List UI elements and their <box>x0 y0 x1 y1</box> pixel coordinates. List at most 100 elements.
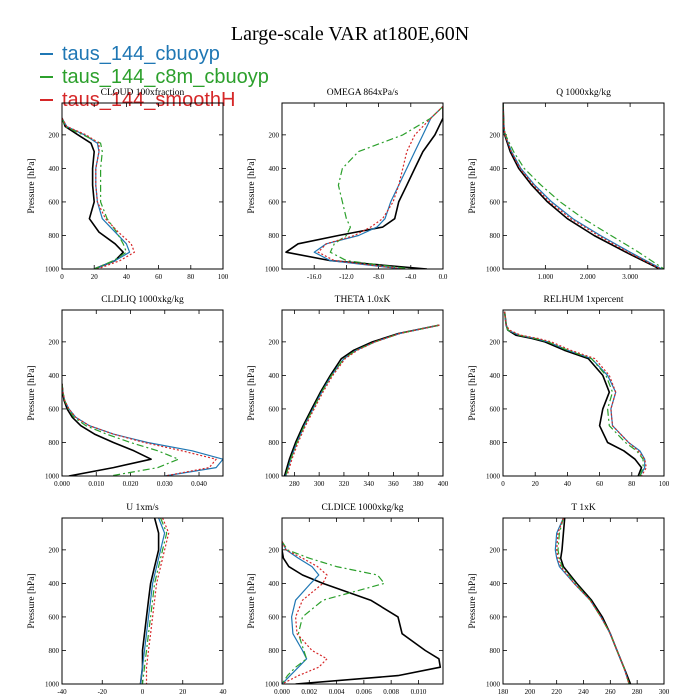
x-tick-label: 0.010 <box>88 480 104 488</box>
legend-label: taus_144_cbuoyp <box>62 43 220 65</box>
y-tick-label: 400 <box>490 165 501 173</box>
x-tick-label: 60 <box>596 480 604 488</box>
x-tick-label: 400 <box>438 480 449 488</box>
series-line-taus_144_cbuoyp <box>504 311 646 476</box>
y-tick-label: 1000 <box>486 681 501 689</box>
y-tick-label: 200 <box>269 338 280 346</box>
plot-frame <box>281 517 444 685</box>
series-line-reference <box>285 106 443 269</box>
x-tick-label: 380 <box>413 480 424 488</box>
y-axis-label: Pressure [hPa] <box>468 573 478 628</box>
legend: taus_144_cbuoyptaus_144_c8m_cbuoyptaus_1… <box>40 43 269 111</box>
series-line-taus_144_smoothH <box>62 117 135 269</box>
y-tick-label: 200 <box>269 546 280 554</box>
x-tick-label: 40 <box>123 273 131 281</box>
x-tick-label: 280 <box>632 688 643 696</box>
series-line-taus_144_c8m_cbuoyp <box>62 383 180 476</box>
y-tick-label: 1000 <box>486 473 501 481</box>
y-tick-label: 600 <box>269 405 280 413</box>
series-line-taus_144_smoothH <box>145 518 170 684</box>
x-tick-label: 0 <box>60 273 64 281</box>
panel-title: OMEGA 864xPa/s <box>327 88 399 98</box>
x-tick-label: -40 <box>57 688 67 696</box>
y-tick-label: 400 <box>269 372 280 380</box>
y-axis-label: Pressure [hPa] <box>247 365 257 420</box>
x-tick-label: 0 <box>501 480 505 488</box>
plot-frame <box>61 309 224 477</box>
x-tick-label: 100 <box>659 480 670 488</box>
x-tick-label: 60 <box>155 273 163 281</box>
y-tick-label: 600 <box>49 405 60 413</box>
x-tick-label: 300 <box>659 688 670 696</box>
y-tick-label: 800 <box>269 439 280 447</box>
plot-frame <box>502 102 665 270</box>
chart-panel: OMEGA 864xPa/s Pressure [hPa] 200 400 600 800… <box>247 88 448 281</box>
y-tick-label: 200 <box>269 131 280 139</box>
x-tick-label: 0.000 <box>54 480 70 488</box>
y-tick-label: 600 <box>269 613 280 621</box>
series-line-taus_144_c8m_cbuoyp <box>141 518 168 684</box>
y-tick-label: 1000 <box>45 266 60 274</box>
plot-frame <box>281 102 444 270</box>
y-tick-label: 1000 <box>45 473 60 481</box>
y-tick-label: 400 <box>49 372 60 380</box>
y-tick-label: 800 <box>49 439 60 447</box>
x-tick-label: -16.0 <box>307 273 322 281</box>
series-line-reference <box>282 541 442 684</box>
y-tick-label: 200 <box>49 546 60 554</box>
series-line-reference <box>503 103 661 269</box>
x-tick-label: 0.000 <box>274 688 290 696</box>
y-tick-label: 200 <box>490 338 501 346</box>
series-line-taus_144_cbuoyp <box>282 541 320 684</box>
x-tick-label: 340 <box>363 480 374 488</box>
y-tick-label: 1000 <box>265 473 280 481</box>
x-tick-label: 0.010 <box>411 688 427 696</box>
x-tick-label: 1.000 <box>537 273 553 281</box>
series-line-taus_144_smoothH <box>282 541 328 684</box>
y-tick-label: 400 <box>49 165 60 173</box>
series-line-taus_144_c8m_cbuoyp <box>557 518 630 684</box>
x-tick-label: 300 <box>314 480 325 488</box>
y-tick-label: 200 <box>49 131 60 139</box>
y-axis-label: Pressure [hPa] <box>247 573 257 628</box>
x-tick-label: 0.030 <box>157 480 173 488</box>
panel-title: RELHUM 1xpercent <box>544 295 624 305</box>
chart-panel: Q 1000xkg/kg Pressure [hPa] 200 400 600 800 10… <box>468 88 665 281</box>
x-tick-label: 280 <box>289 480 300 488</box>
plot-frame <box>502 517 665 685</box>
x-tick-label: 3.000 <box>622 273 638 281</box>
series-line-reference <box>62 117 124 269</box>
series-line-taus_144_c8m_cbuoyp <box>285 324 440 476</box>
y-tick-label: 800 <box>269 232 280 240</box>
legend-label: taus_144_c8m_cbuoyp <box>62 66 269 88</box>
y-tick-label: 200 <box>490 546 501 554</box>
x-tick-label: 80 <box>628 480 636 488</box>
x-tick-label: -4.0 <box>405 273 417 281</box>
y-tick-label: 1000 <box>265 266 280 274</box>
x-tick-label: 180 <box>498 688 509 696</box>
x-tick-label: -20 <box>98 688 108 696</box>
series-line-reference <box>139 518 160 684</box>
x-tick-label: 0.002 <box>301 688 317 696</box>
x-tick-label: 20 <box>179 688 187 696</box>
y-tick-label: 1000 <box>265 681 280 689</box>
series-line-taus_144_smoothH <box>286 324 440 476</box>
x-tick-label: 320 <box>339 480 350 488</box>
y-tick-label: 600 <box>490 198 501 206</box>
x-tick-label: 0.008 <box>383 688 399 696</box>
series-line-taus_144_c8m_cbuoyp <box>62 117 128 269</box>
panel-title: THETA 1.0xK <box>335 295 391 305</box>
x-tick-label: 0 <box>141 688 145 696</box>
legend-label: taus_144_smoothH <box>62 89 235 111</box>
panel-title: CLDICE 1000xkg/kg <box>321 503 403 513</box>
x-tick-label: 260 <box>605 688 616 696</box>
series-line-taus_144_c8m_cbuoyp <box>329 105 443 269</box>
series-line-taus_144_cbuoyp <box>139 518 166 684</box>
plot-frame <box>61 517 224 685</box>
figure-title: Large-scale VAR at180E,60N <box>231 23 469 45</box>
